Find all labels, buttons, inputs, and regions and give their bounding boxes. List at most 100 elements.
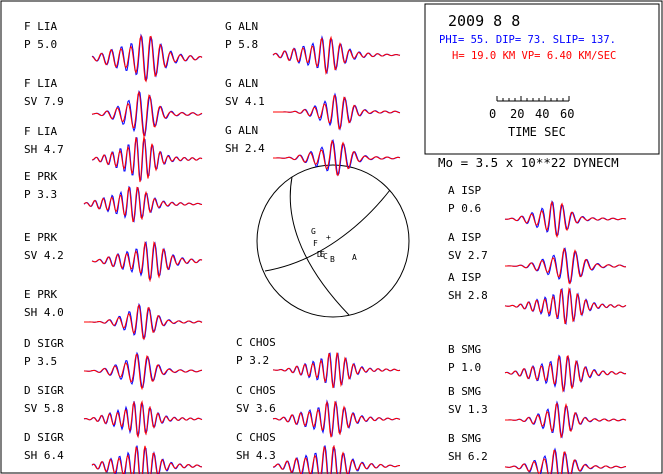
nodal-plane-2	[264, 189, 391, 272]
synthetic-waveform	[504, 200, 627, 239]
trace-panel-g-aln-sh: G ALN SH 2.4	[225, 124, 401, 177]
synthetic-waveform	[91, 90, 203, 139]
synthetic-waveform	[84, 353, 202, 391]
seismic-moment: Mo = 3.5 x 10**22 DYNECM	[438, 155, 619, 170]
component-label: P 5.8	[225, 38, 258, 51]
component-label: SH 6.4	[24, 449, 64, 462]
trace-panel-c-chos-p: C CHOS P 3.2	[236, 336, 401, 389]
trace-panels: F LIA P 5.0 F LIA SV 7.9 F LIA SH 4.7 E PRK P 3…	[24, 20, 627, 474]
focal-mechanism: PHI= 55. DIP= 73. SLIP= 137.	[439, 34, 616, 46]
info-border	[424, 3, 660, 155]
focal-sphere-outline	[256, 164, 410, 318]
scale-label: TIME SEC	[508, 125, 566, 139]
station-label: A ISP	[448, 231, 481, 244]
synthetic-waveform	[91, 34, 203, 83]
component-label: SV 4.1	[225, 95, 265, 108]
station-label: A ISP	[448, 271, 481, 284]
station-mark-c: C	[323, 252, 328, 261]
synthetic-waveform	[505, 247, 627, 285]
trace-panel-b-smg-sv: B SMG SV 1.3	[448, 385, 627, 439]
component-label: SH 4.3	[236, 449, 276, 462]
trace-panel-a-isp-p: A ISP P 0.6	[448, 184, 627, 239]
component-label: P 3.2	[236, 354, 269, 367]
component-label: SH 6.2	[448, 450, 488, 463]
station-mark-plus: +	[326, 233, 331, 242]
trace-panel-b-smg-sh: B SMG SH 6.2	[448, 432, 627, 474]
synthetic-waveform	[504, 286, 627, 325]
synthetic-waveform	[505, 402, 627, 439]
station-label: D SIGR	[24, 384, 64, 397]
synthetic-waveform	[83, 186, 203, 223]
station-label: B SMG	[448, 432, 481, 445]
station-mark-e: E	[320, 250, 325, 259]
synthetic-waveform	[272, 352, 401, 389]
scale-tick-40: 40	[535, 107, 549, 121]
synthetic-waveform	[272, 444, 401, 474]
station-label: F LIA	[24, 125, 57, 138]
component-label: SH 4.7	[24, 143, 64, 156]
trace-panel-a-isp-sh: A ISP SH 2.8	[448, 271, 627, 326]
station-label: F LIA	[24, 20, 57, 33]
station-label: E PRK	[24, 288, 57, 301]
component-label: SV 3.6	[236, 402, 276, 415]
trace-panel-f-lia-p: F LIA P 5.0	[24, 20, 203, 83]
component-label: P 3.5	[24, 355, 57, 368]
synthetic-waveform	[272, 400, 401, 438]
trace-panel-d-sigr-p: D SIGR P 3.5	[24, 337, 203, 391]
station-label: B SMG	[448, 385, 481, 398]
event-date: 2009 8 8	[448, 12, 520, 30]
component-label: P 1.0	[448, 361, 481, 374]
synthetic-waveform	[91, 445, 203, 474]
component-label: SV 2.7	[448, 249, 488, 262]
trace-panel-f-lia-sv: F LIA SV 7.9	[24, 77, 203, 139]
station-label: G ALN	[225, 124, 258, 137]
trace-panel-e-prk-p: E PRK P 3.3	[24, 170, 203, 223]
station-label: C CHOS	[236, 431, 276, 444]
trace-panel-c-chos-sv: C CHOS SV 3.6	[236, 384, 401, 438]
synthetic-waveform	[91, 241, 203, 283]
trace-panel-d-sigr-sv: D SIGR SV 5.8	[24, 384, 203, 439]
trace-panel-a-isp-sv: A ISP SV 2.7	[448, 231, 627, 285]
nodal-plane-1	[289, 176, 350, 316]
time-scale-bar	[496, 96, 570, 102]
depth-velocity: H= 19.0 KM VP= 6.40 KM/SEC	[452, 50, 616, 62]
station-label: B SMG	[448, 343, 481, 356]
component-label: SV 7.9	[24, 95, 64, 108]
station-label: D SIGR	[24, 431, 64, 444]
trace-panel-d-sigr-sh: D SIGR SH 6.4	[24, 431, 203, 474]
station-label: A ISP	[448, 184, 481, 197]
synthetic-waveform	[504, 449, 627, 474]
synthetic-waveform	[91, 136, 203, 183]
trace-panel-c-chos-sh: C CHOS SH 4.3	[236, 431, 401, 474]
scale-tick-60: 60	[560, 107, 574, 121]
synthetic-waveform	[273, 139, 401, 177]
synthetic-waveform	[504, 354, 627, 393]
trace-panel-e-prk-sh: E PRK SH 4.0	[24, 288, 203, 341]
station-label: C CHOS	[236, 384, 276, 397]
component-label: P 5.0	[24, 38, 57, 51]
station-label: F LIA	[24, 77, 57, 90]
component-label: SV 4.2	[24, 249, 64, 262]
focal-sphere: G F + D E C B A	[256, 164, 410, 318]
info-panel: 2009 8 8 PHI= 55. DIP= 73. SLIP= 137. H=…	[424, 3, 660, 155]
component-label: SH 2.4	[225, 142, 265, 155]
station-mark-b: B	[330, 255, 335, 264]
station-label: G ALN	[225, 20, 258, 33]
trace-panel-g-aln-p: G ALN P 5.8	[225, 20, 401, 75]
component-label: SV 5.8	[24, 402, 64, 415]
station-label: E PRK	[24, 170, 57, 183]
component-label: SV 1.3	[448, 403, 488, 416]
station-label: E PRK	[24, 231, 57, 244]
station-label: D SIGR	[24, 337, 64, 350]
trace-panel-b-smg-p: B SMG P 1.0	[448, 343, 627, 393]
station-mark-d: D	[317, 250, 322, 259]
component-label: SH 4.0	[24, 306, 64, 319]
station-mark-a: A	[352, 253, 357, 262]
scale-tick-20: 20	[510, 107, 524, 121]
component-label: P 3.3	[24, 188, 57, 201]
trace-panel-f-lia-sh: F LIA SH 4.7	[24, 125, 203, 183]
synthetic-waveform	[273, 95, 401, 130]
component-label: P 0.6	[448, 202, 481, 215]
